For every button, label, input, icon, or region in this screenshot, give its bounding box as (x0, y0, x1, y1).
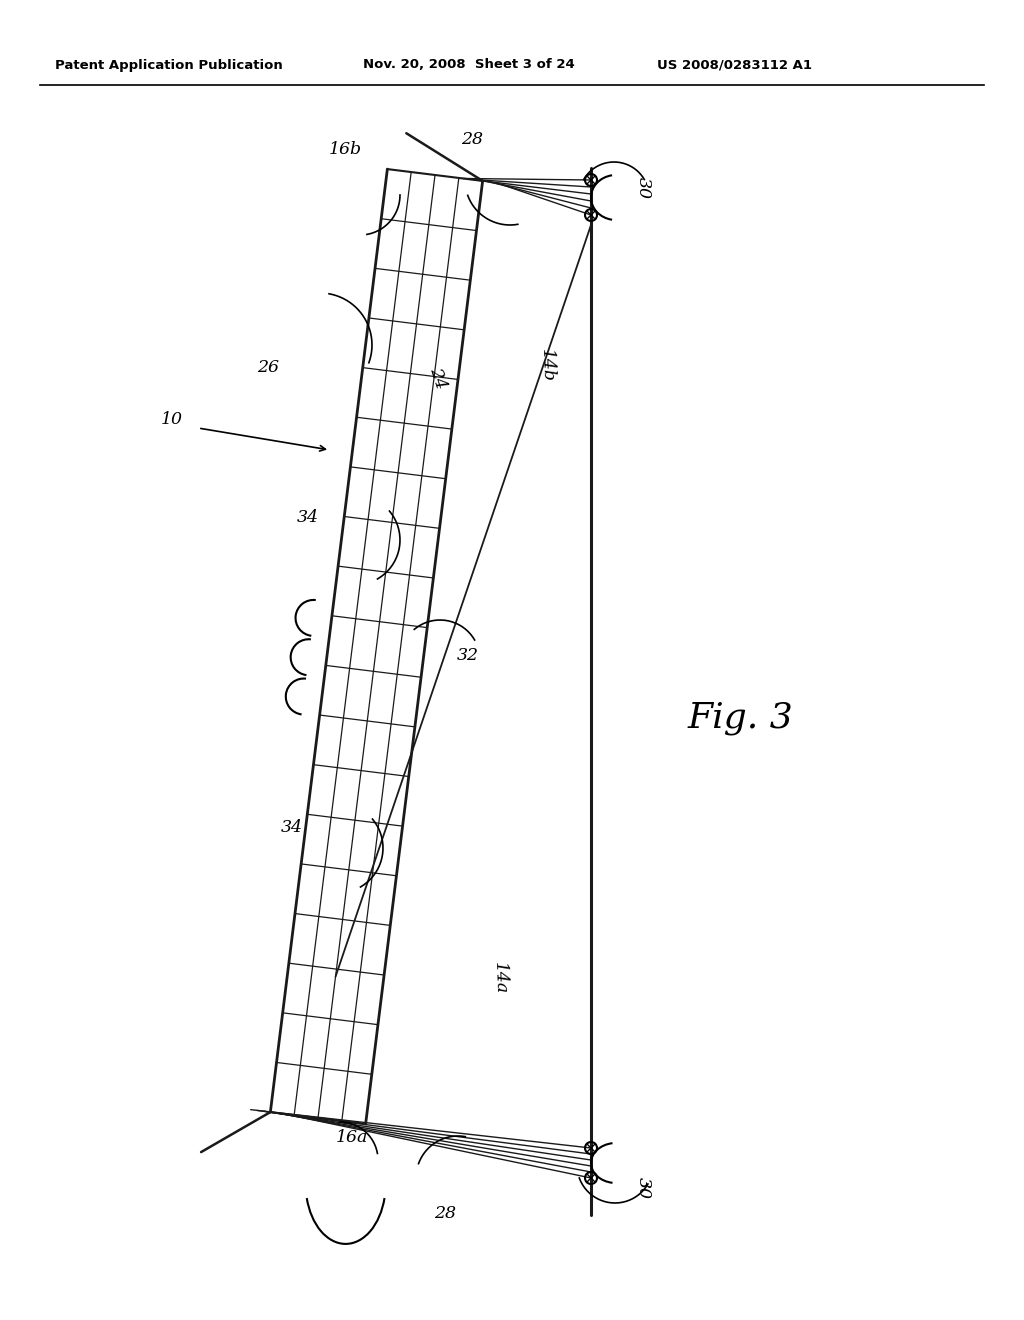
Text: Fig. 3: Fig. 3 (687, 701, 793, 735)
Text: 14b: 14b (538, 348, 556, 381)
Text: 28: 28 (461, 132, 483, 149)
Text: 34: 34 (297, 510, 319, 527)
Text: 16b: 16b (329, 141, 361, 158)
Text: US 2008/0283112 A1: US 2008/0283112 A1 (657, 58, 812, 71)
Text: 34: 34 (281, 820, 303, 837)
Text: 28: 28 (434, 1204, 456, 1221)
Text: 30: 30 (635, 1177, 651, 1199)
Text: Nov. 20, 2008  Sheet 3 of 24: Nov. 20, 2008 Sheet 3 of 24 (362, 58, 574, 71)
Text: 26: 26 (257, 359, 279, 376)
Text: Patent Application Publication: Patent Application Publication (55, 58, 283, 71)
Text: 24: 24 (427, 364, 450, 391)
Text: 32: 32 (457, 647, 479, 664)
Text: 10: 10 (161, 412, 183, 429)
Text: 14a: 14a (490, 961, 509, 994)
Text: 30: 30 (635, 177, 651, 199)
Text: 16a: 16a (336, 1130, 369, 1147)
